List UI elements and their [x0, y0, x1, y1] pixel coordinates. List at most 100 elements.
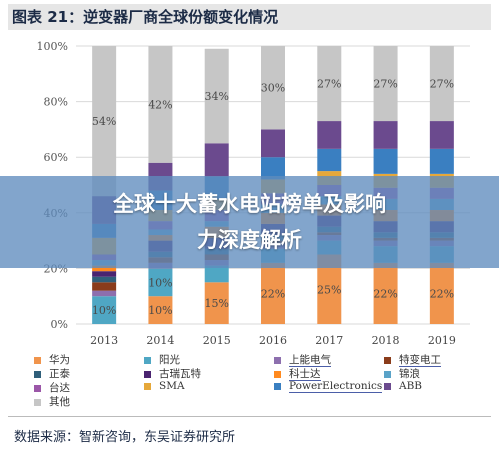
- bar-segment: [204, 143, 229, 177]
- data-label: 10%: [148, 304, 172, 317]
- bar-segment: [92, 46, 117, 197]
- bar-segment: [148, 268, 173, 297]
- bar-segment: [204, 265, 229, 283]
- legend-swatch: [384, 356, 391, 364]
- x-tick-label: 2016: [259, 334, 287, 347]
- data-label: 30%: [261, 82, 285, 95]
- legend-swatch: [144, 370, 151, 378]
- legend-swatch: [34, 384, 41, 392]
- legend-swatch: [144, 356, 151, 364]
- data-label: 54%: [92, 115, 116, 128]
- bar-segment: [261, 129, 285, 158]
- bar-segment: [429, 46, 454, 122]
- bar-segment: [92, 290, 117, 297]
- x-tick-label: 2018: [372, 334, 400, 347]
- overlay-line-2: 力深度解析: [197, 228, 302, 252]
- data-label: 22%: [430, 287, 454, 300]
- data-label: 42%: [148, 98, 172, 111]
- bar-segment: [261, 46, 285, 130]
- bar-segment: [317, 46, 342, 122]
- bar-segment: [92, 282, 117, 291]
- bar-segment: [429, 262, 454, 324]
- bar-segment: [373, 46, 398, 122]
- legend-swatch: [274, 356, 281, 364]
- y-tick-label: 0%: [51, 318, 68, 331]
- legend-label: 古瑞瓦特: [159, 368, 201, 380]
- bar-segment: [317, 121, 342, 149]
- legend-swatch: [34, 370, 41, 378]
- legend-item: 古瑞瓦特: [144, 366, 201, 381]
- legend-item: ABB: [384, 380, 422, 392]
- bar-segment: [373, 121, 398, 149]
- legend-item: 上能电气: [274, 352, 331, 367]
- bar-segment: [429, 121, 454, 149]
- source-divider: [8, 416, 491, 417]
- legend-swatch: [384, 370, 391, 378]
- legend-swatch: [34, 356, 41, 364]
- data-label: 10%: [92, 304, 116, 317]
- data-label: 15%: [204, 297, 228, 310]
- bar-segment: [92, 296, 117, 324]
- bar-segment: [373, 262, 398, 324]
- legend-label: 正泰: [49, 368, 70, 380]
- figure-title: 图表 21：逆变器厂商全球份额变化情况: [12, 8, 279, 26]
- x-tick-label: 2013: [90, 334, 118, 347]
- legend-label: 锦浪: [399, 368, 420, 380]
- bar-segment: [92, 276, 117, 283]
- x-tick-label: 2014: [146, 334, 174, 347]
- legend-label: ABB: [399, 380, 423, 392]
- data-label: 27%: [317, 78, 341, 91]
- legend-item: 锦浪: [384, 366, 420, 381]
- legend-label: 华为: [49, 354, 70, 366]
- bar-segment: [148, 296, 173, 324]
- x-tick-label: 2017: [315, 334, 343, 347]
- data-label: 22%: [373, 287, 397, 300]
- y-tick-label: 100%: [37, 40, 68, 53]
- legend-label: SMA: [159, 380, 185, 392]
- legend-label: 科士达: [289, 368, 321, 381]
- x-tick-label: 2019: [428, 334, 456, 347]
- legend-swatch: [274, 382, 281, 390]
- data-label: 10%: [148, 276, 172, 289]
- overlay-headline: 全球十大蓄水电站榜单及影响 力深度解析: [0, 186, 499, 258]
- legend-item: 华为: [34, 352, 70, 367]
- legend-swatch: [274, 370, 281, 378]
- bar-segment: [204, 48, 229, 144]
- bar-segment: [204, 282, 229, 324]
- legend-item: 其他: [34, 394, 70, 409]
- overlay-line-1: 全球十大蓄水电站榜单及影响: [113, 192, 386, 216]
- legend-swatch: [34, 398, 41, 406]
- bar-segment: [261, 157, 285, 180]
- data-label: 22%: [261, 287, 285, 300]
- y-tick-label: 60%: [44, 151, 68, 164]
- legend-item: 阳光: [144, 352, 180, 367]
- data-label: 34%: [204, 90, 228, 103]
- legend-item: SMA: [144, 380, 185, 392]
- legend-swatch: [384, 382, 391, 390]
- legend-label: 台达: [49, 382, 70, 394]
- x-tick-label: 2015: [203, 334, 231, 347]
- bar-segment: [148, 46, 173, 163]
- bar-segment: [429, 148, 454, 174]
- legend-swatch: [144, 382, 151, 390]
- data-label: 27%: [430, 78, 454, 91]
- legend-label: 阳光: [159, 354, 180, 366]
- figure-source: 数据来源：智新咨询，东吴证券研究所: [14, 430, 236, 445]
- bar-segment: [317, 148, 342, 172]
- legend-item: 正泰: [34, 366, 70, 381]
- legend-label: 其他: [49, 396, 70, 408]
- legend-label: 特变电工: [399, 354, 441, 367]
- legend-item: 科士达: [274, 366, 321, 381]
- bar-segment: [92, 271, 117, 277]
- legend-item: 特变电工: [384, 352, 441, 367]
- bar-segment: [373, 148, 398, 174]
- legend-label: PowerElectronics: [289, 380, 383, 393]
- data-label: 27%: [373, 78, 397, 91]
- overlay-banner: [0, 176, 499, 268]
- bar-segment: [92, 265, 117, 272]
- y-tick-label: 80%: [44, 96, 68, 109]
- header-band: [8, 4, 491, 30]
- legend-item: PowerElectronics: [274, 380, 383, 393]
- data-label: 25%: [317, 283, 341, 296]
- legend-item: 台达: [34, 380, 70, 395]
